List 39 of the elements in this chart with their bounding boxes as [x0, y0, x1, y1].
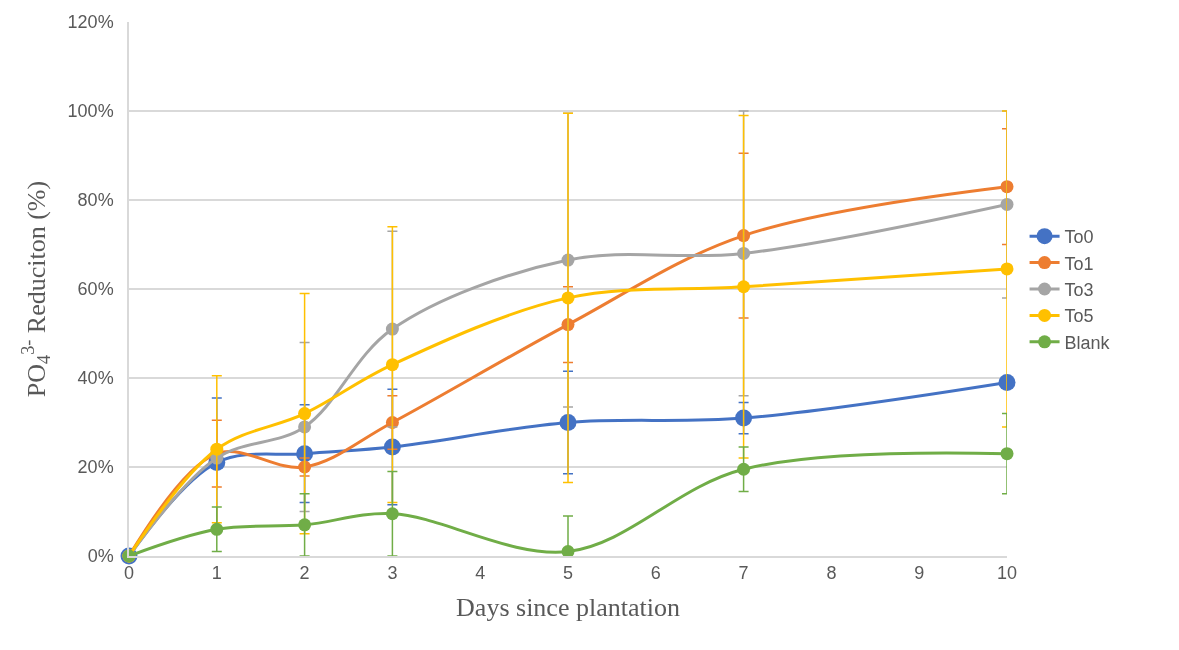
legend-label: Blank — [1064, 332, 1111, 353]
x-tick-label: 7 — [738, 563, 749, 584]
point — [385, 358, 399, 372]
y-tick-label: 100% — [67, 101, 114, 122]
point — [737, 280, 751, 294]
point — [1000, 262, 1014, 276]
point — [298, 407, 312, 421]
point — [737, 246, 751, 260]
point — [385, 507, 399, 521]
point — [210, 442, 224, 456]
point — [298, 518, 312, 532]
point — [735, 409, 753, 427]
point — [998, 373, 1016, 391]
x-tick-label: 2 — [299, 563, 310, 584]
point — [737, 462, 751, 476]
x-tick-label: 4 — [475, 563, 486, 584]
x-tick-label: 6 — [650, 563, 661, 584]
y-tick-label: 20% — [77, 457, 114, 478]
x-axis-title: Days since plantation — [456, 592, 680, 622]
x-tick-label: 3 — [387, 563, 398, 584]
legend-label: To5 — [1064, 306, 1094, 327]
x-tick-label: 1 — [211, 563, 222, 584]
x-tick-label: 0 — [123, 563, 135, 584]
point — [210, 522, 224, 536]
y-tick-label: 40% — [77, 368, 114, 389]
x-tick-label: 5 — [562, 563, 574, 584]
y-tick-label: 80% — [77, 190, 114, 211]
point — [737, 229, 751, 243]
point — [1000, 447, 1014, 461]
y-tick-label: 120% — [67, 12, 114, 33]
legend-label: To3 — [1064, 280, 1094, 301]
x-tick-label: 8 — [826, 563, 837, 584]
x-tick-label: 9 — [914, 563, 925, 584]
point — [561, 291, 575, 305]
legend-label: To1 — [1064, 253, 1094, 274]
x-tick-label: 10 — [996, 563, 1018, 584]
legend-label: To0 — [1064, 227, 1094, 248]
y-tick-label: 60% — [77, 279, 114, 300]
y-tick-label: 0% — [87, 546, 114, 567]
